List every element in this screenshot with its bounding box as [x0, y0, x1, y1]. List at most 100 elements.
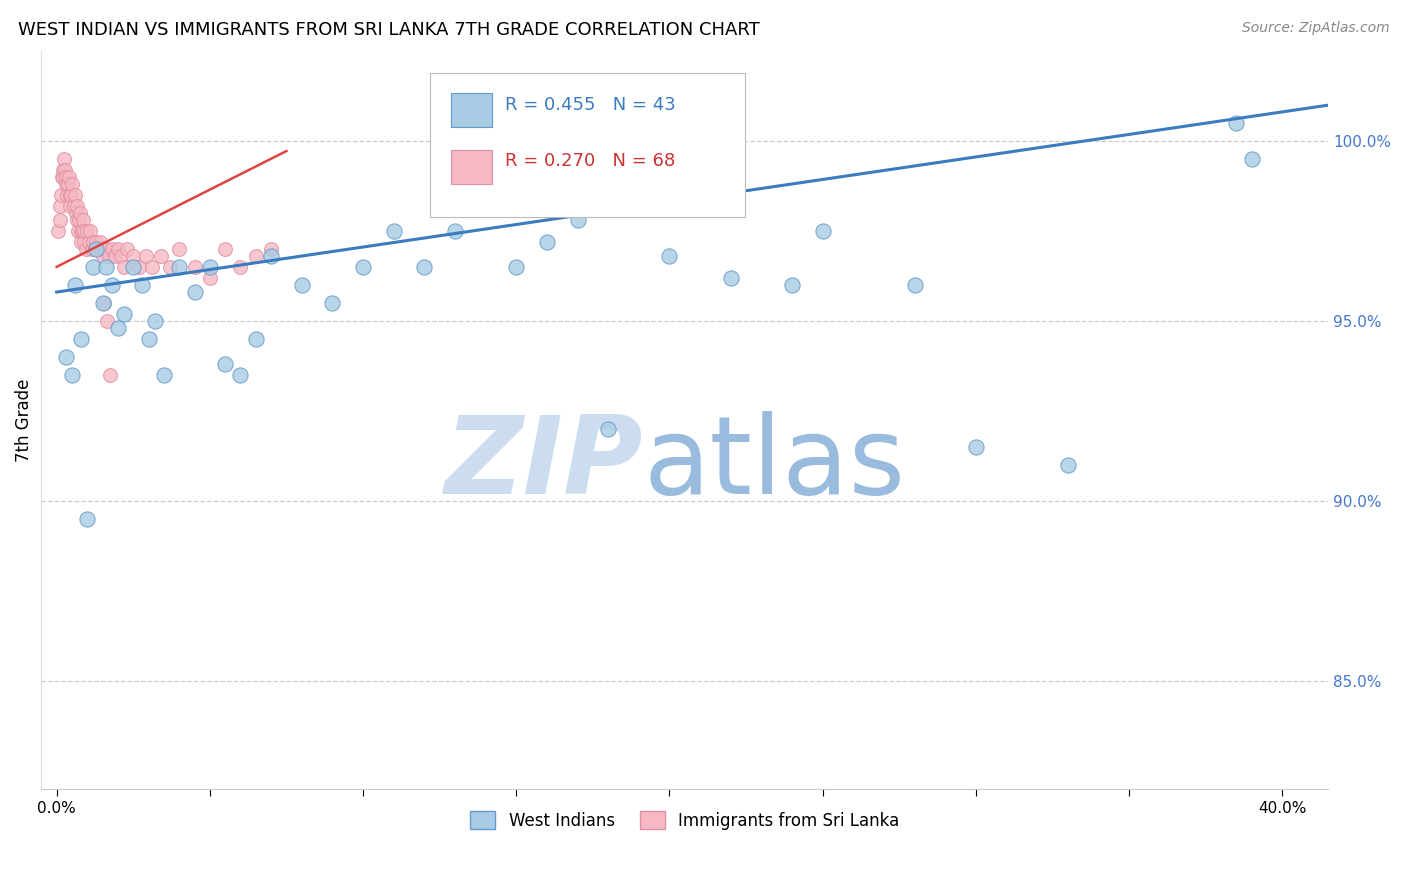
Point	[321, 296, 343, 310]
Point	[55, 169, 77, 184]
Point	[69, 206, 91, 220]
Point	[49, 198, 72, 212]
Point	[87, 242, 110, 256]
Point	[122, 249, 145, 263]
Point	[141, 260, 163, 274]
Point	[229, 368, 252, 382]
Point	[91, 296, 114, 310]
Point	[352, 260, 374, 274]
Point	[67, 213, 90, 227]
Point	[94, 242, 117, 256]
Point	[56, 187, 79, 202]
Point	[59, 198, 82, 212]
Point	[66, 198, 89, 212]
Point	[70, 235, 93, 249]
FancyBboxPatch shape	[450, 150, 492, 184]
Point	[153, 368, 176, 382]
Point	[536, 235, 558, 249]
Point	[260, 249, 283, 263]
Point	[60, 177, 83, 191]
Point	[382, 224, 405, 238]
FancyBboxPatch shape	[450, 93, 492, 127]
Point	[86, 242, 108, 256]
Point	[55, 350, 77, 364]
Text: R = 0.270   N = 68: R = 0.270 N = 68	[505, 153, 675, 170]
Point	[198, 260, 221, 274]
Point	[505, 260, 527, 274]
Point	[444, 224, 467, 238]
Point	[65, 206, 87, 220]
Point	[96, 314, 118, 328]
Point	[214, 357, 236, 371]
Point	[51, 169, 73, 184]
Point	[76, 512, 98, 526]
Point	[86, 235, 108, 249]
Point	[89, 235, 111, 249]
Point	[229, 260, 252, 274]
Point	[55, 177, 77, 191]
Point	[104, 249, 127, 263]
Point	[720, 270, 742, 285]
Point	[53, 152, 76, 166]
Point	[183, 260, 205, 274]
Point	[291, 277, 314, 292]
Point	[70, 224, 93, 238]
Point	[48, 213, 70, 227]
Y-axis label: 7th Grade: 7th Grade	[15, 378, 32, 462]
Point	[245, 332, 267, 346]
Point	[122, 260, 145, 274]
Point	[128, 260, 150, 274]
Point	[97, 249, 120, 263]
Point	[63, 187, 86, 202]
Text: Source: ZipAtlas.com: Source: ZipAtlas.com	[1241, 21, 1389, 35]
Point	[101, 242, 124, 256]
Point	[84, 242, 107, 256]
Point	[780, 277, 803, 292]
Point	[260, 242, 283, 256]
Point	[62, 198, 84, 212]
Point	[82, 235, 104, 249]
Point	[198, 270, 221, 285]
Text: WEST INDIAN VS IMMIGRANTS FROM SRI LANKA 7TH GRADE CORRELATION CHART: WEST INDIAN VS IMMIGRANTS FROM SRI LANKA…	[18, 21, 761, 38]
Point	[110, 249, 132, 263]
Point	[63, 277, 86, 292]
Point	[1225, 116, 1247, 130]
Point	[107, 321, 129, 335]
Point	[101, 277, 124, 292]
Point	[214, 242, 236, 256]
Text: R = 0.455   N = 43: R = 0.455 N = 43	[505, 95, 675, 113]
Point	[183, 285, 205, 299]
Point	[167, 260, 190, 274]
Point	[567, 213, 589, 227]
Point	[112, 307, 135, 321]
Point	[80, 242, 103, 256]
Point	[245, 249, 267, 263]
Point	[51, 187, 73, 202]
FancyBboxPatch shape	[430, 73, 745, 217]
Point	[90, 242, 112, 256]
Point	[134, 249, 156, 263]
Point	[143, 314, 166, 328]
Legend: West Indians, Immigrants from Sri Lanka: West Indians, Immigrants from Sri Lanka	[464, 805, 905, 837]
Point	[58, 187, 80, 202]
Point	[1056, 458, 1078, 472]
Point	[94, 260, 117, 274]
Point	[75, 242, 97, 256]
Point	[60, 187, 83, 202]
Point	[58, 177, 80, 191]
Point	[159, 260, 181, 274]
Point	[903, 277, 925, 292]
Point	[70, 332, 93, 346]
Point	[107, 242, 129, 256]
Point	[77, 235, 100, 249]
Text: ZIP: ZIP	[446, 411, 644, 517]
Point	[598, 422, 620, 436]
Point	[79, 224, 101, 238]
Point	[658, 249, 681, 263]
Point	[149, 249, 172, 263]
Point	[72, 235, 94, 249]
Point	[69, 224, 91, 238]
Point	[76, 224, 98, 238]
Point	[167, 242, 190, 256]
Point	[91, 249, 114, 263]
